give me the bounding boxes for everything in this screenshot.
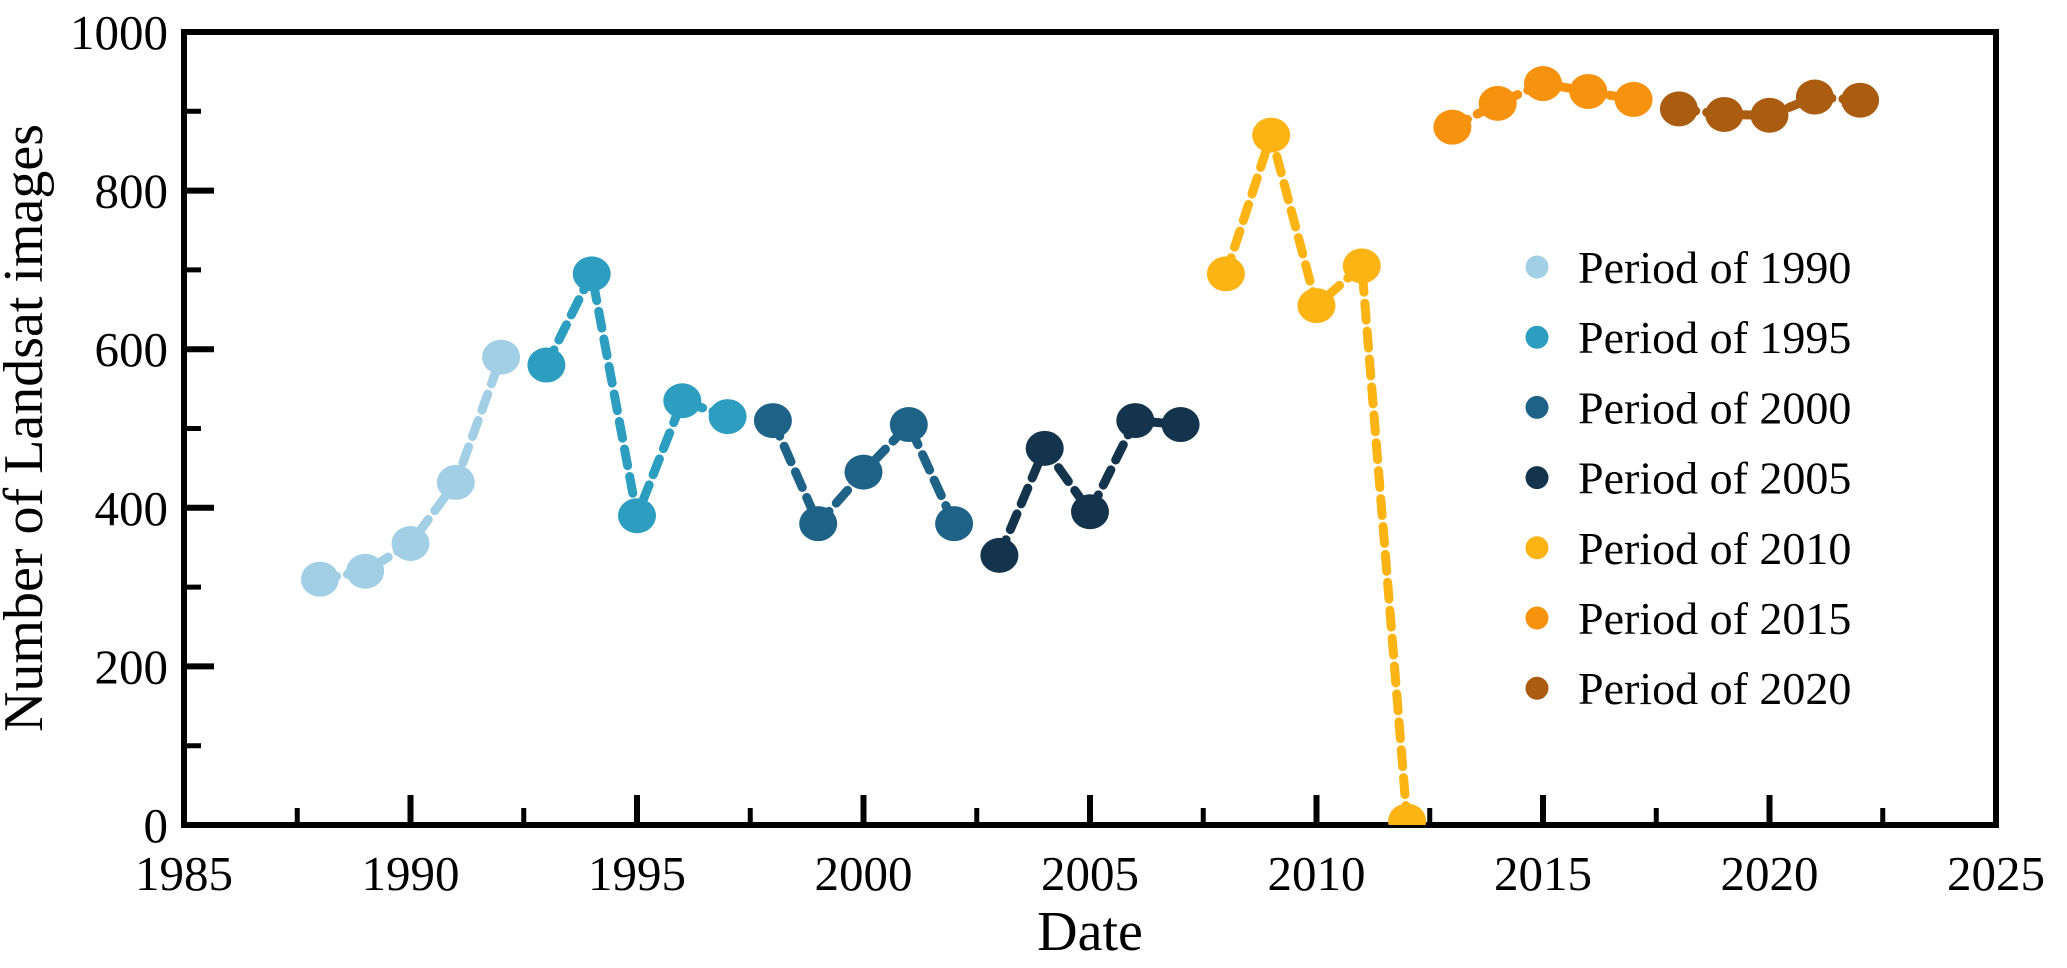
y-tick-label: 800 [95,164,169,219]
data-point-2008 [1206,256,1245,292]
data-point-2002 [935,506,974,542]
legend-label-period-of-2000: Period of 2000 [1578,382,1851,433]
data-point-1998 [753,403,792,439]
legend-item-period-of-1990: Period of 1990 [1525,242,1851,293]
y-tick-label: 400 [95,481,169,536]
x-tick-label: 2025 [1947,846,2045,901]
series-period-of-2020 [1659,79,1880,133]
data-point-2003 [980,537,1019,573]
data-series-layer [300,66,1880,825]
legend-label-period-of-2015: Period of 2015 [1578,593,1851,644]
legend: Period of 1990 Period of 1995 Period of 20… [1525,242,1851,714]
data-point-2021 [1795,79,1834,115]
legend-label-period-of-2010: Period of 2010 [1578,523,1851,574]
legend-swatch-period-of-1990 [1525,255,1549,279]
data-point-2013 [1433,109,1472,145]
series-period-of-2000 [753,403,974,542]
x-axis-title: Date [1037,901,1143,963]
y-axis-ticks [184,29,214,828]
legend-swatch-period-of-2020 [1525,676,1549,700]
series-period-of-1990 [300,339,521,597]
legend-swatch-period-of-2015 [1525,606,1549,630]
legend-item-period-of-2000: Period of 2000 [1525,382,1851,433]
series-period-of-2015 [1433,66,1653,145]
data-point-2011 [1342,248,1381,284]
legend-swatch-period-of-1995 [1525,325,1549,349]
legend-item-period-of-2015: Period of 2015 [1525,593,1851,644]
data-point-1992 [482,339,521,375]
x-tick-label: 1990 [362,846,460,901]
data-point-2000 [844,454,883,490]
data-point-2004 [1025,430,1064,466]
x-tick-label: 2020 [1721,846,1819,901]
legend-label-period-of-1995: Period of 1995 [1578,312,1851,363]
data-point-2007 [1161,407,1200,443]
data-point-2017 [1614,81,1653,117]
data-point-2019 [1705,96,1744,132]
data-point-2012 [1388,803,1427,825]
x-tick-label: 2005 [1041,846,1139,901]
data-point-1995 [618,498,656,534]
legend-item-period-of-1995: Period of 1995 [1525,312,1851,363]
series-period-of-2010 [1206,117,1427,825]
legend-swatch-period-of-2000 [1525,395,1549,419]
legend-swatch-period-of-2010 [1525,536,1549,560]
legend-swatch-period-of-2005 [1525,466,1549,490]
x-tick-label: 1985 [135,846,233,901]
data-point-2006 [1116,403,1155,439]
data-point-2020 [1750,97,1789,133]
data-point-1991 [436,464,475,500]
data-point-1994 [572,256,611,292]
y-axis-title: Number of Landsat images [0,124,55,732]
x-tick-label: 1995 [588,846,686,901]
y-tick-label: 200 [95,639,169,694]
y-tick-label: 600 [95,322,169,377]
data-point-2009 [1252,117,1291,153]
data-point-1989 [346,553,385,589]
series-line-period-of-1995 [541,269,733,521]
data-point-2001 [889,407,928,443]
y-tick-label: 1000 [70,5,168,60]
data-point-2016 [1569,73,1608,109]
data-point-2015 [1524,66,1562,102]
data-point-2018 [1659,91,1698,127]
data-point-1996 [663,383,702,419]
x-axis-ticks [181,795,1999,825]
data-point-2010 [1297,288,1336,324]
legend-label-period-of-2020: Period of 2020 [1578,663,1851,714]
legend-label-period-of-2005: Period of 2005 [1578,453,1851,504]
x-tick-label: 2010 [1268,846,1366,901]
data-point-1997 [708,399,747,435]
y-tick-label: 0 [144,798,169,853]
x-tick-label: 2000 [815,846,913,901]
data-point-1990 [391,525,430,561]
legend-item-period-of-2020: Period of 2020 [1525,663,1851,714]
x-tick-label: 2015 [1494,846,1592,901]
series-period-of-2005 [980,403,1200,573]
data-point-1993 [527,347,566,383]
series-line-period-of-2010 [1221,130,1412,825]
data-point-1999 [799,506,838,542]
data-point-2022 [1841,82,1880,118]
x-axis-tick-labels: 1985 1990 1995 2000 2005 2010 2015 2020 2025 [135,846,2045,901]
data-point-2014 [1478,85,1517,121]
series-line-period-of-2005 [994,416,1186,560]
data-point-1988 [300,561,339,597]
data-point-2005 [1071,494,1109,530]
legend-label-period-of-1990: Period of 1990 [1578,242,1851,293]
series-period-of-1995 [527,256,747,534]
legend-item-period-of-2005: Period of 2005 [1525,453,1851,504]
y-axis-tick-labels: 0 200 400 600 800 1000 [70,5,168,853]
legend-item-period-of-2010: Period of 2010 [1525,523,1851,574]
